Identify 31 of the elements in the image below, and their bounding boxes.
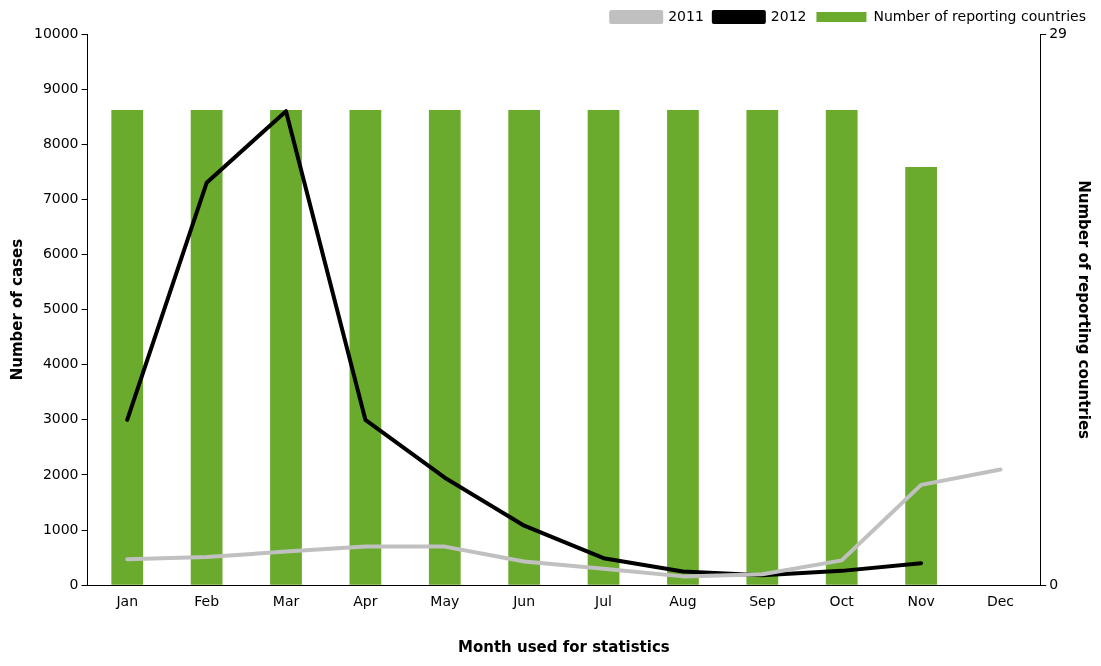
y-tick-label: 8000 bbox=[42, 134, 79, 151]
y-axis-title: Number of cases bbox=[7, 238, 26, 381]
x-tick-label: Jan bbox=[115, 593, 139, 610]
y-tick-label: 10000 bbox=[33, 24, 79, 41]
y-tick-label: 0 bbox=[69, 575, 79, 592]
y2-tick-label: 0 bbox=[1049, 575, 1059, 592]
x-tick-label: Jul bbox=[594, 593, 613, 610]
legend-label: 2012 bbox=[770, 7, 807, 24]
y-tick-label: 5000 bbox=[42, 300, 79, 317]
legend-label: Number of reporting countries bbox=[873, 7, 1086, 24]
x-tick-label: Oct bbox=[829, 593, 855, 610]
y2-tick-label: 29 bbox=[1049, 24, 1068, 41]
y2-axis-title: Number of reporting countries bbox=[1075, 180, 1094, 440]
x-tick-label: Sep bbox=[749, 593, 776, 610]
x-tick-label: Dec bbox=[986, 593, 1015, 610]
x-tick-label: Nov bbox=[907, 593, 935, 610]
x-axis-title: Month used for statistics bbox=[457, 637, 670, 656]
x-tick-label: Apr bbox=[353, 593, 378, 610]
y-tick-label: 1000 bbox=[42, 520, 79, 537]
x-tick-label: Feb bbox=[194, 593, 220, 610]
x-tick-label: Mar bbox=[272, 593, 300, 610]
y-tick-label: 2000 bbox=[42, 465, 79, 482]
x-tick-label: Aug bbox=[669, 593, 697, 610]
x-tick-label: May bbox=[430, 593, 460, 610]
x-tick-label: Jun bbox=[512, 593, 536, 610]
y-tick-label: 9000 bbox=[42, 79, 79, 96]
y-tick-label: 6000 bbox=[42, 245, 79, 262]
y-tick-label: 4000 bbox=[42, 355, 79, 372]
y-tick-label: 7000 bbox=[42, 190, 79, 206]
y-tick-label: 3000 bbox=[42, 410, 79, 427]
legend-label: 2011 bbox=[668, 7, 704, 24]
